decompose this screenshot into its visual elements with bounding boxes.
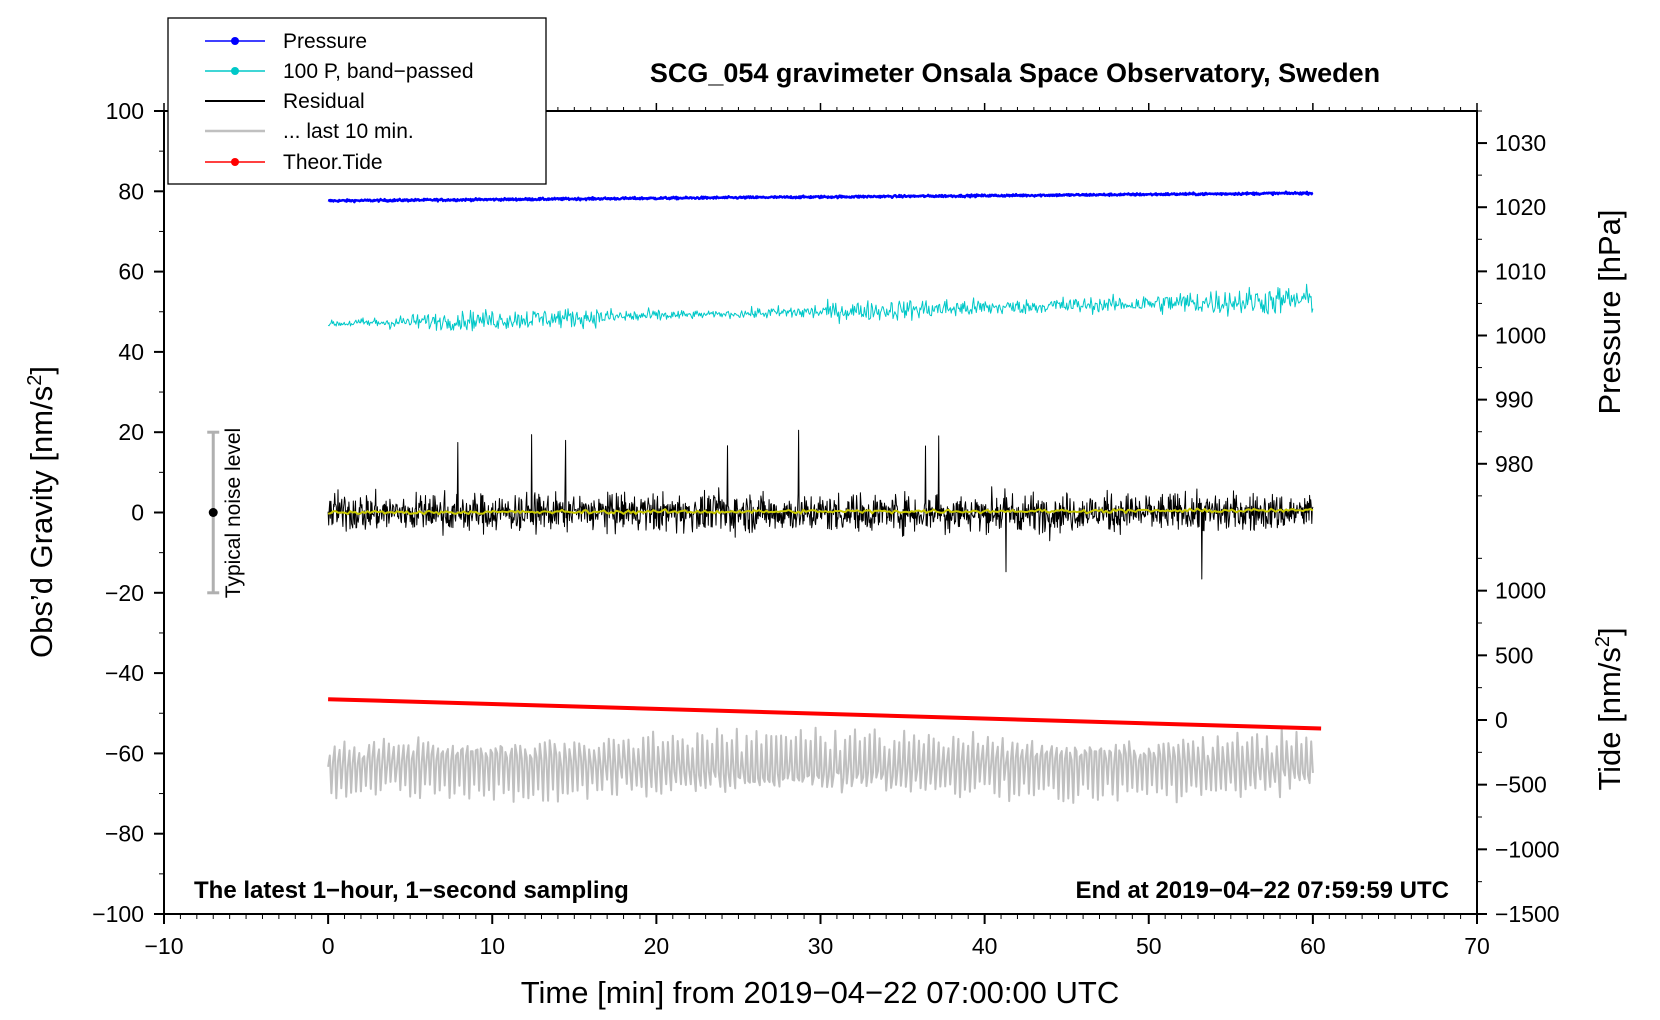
x-tick-label: −10 xyxy=(144,933,183,959)
y-axis-label-tide-base: Tide [nm/s xyxy=(1592,647,1627,791)
typical-noise-bar: Typical noise level xyxy=(207,428,245,598)
y-tick-label: −20 xyxy=(105,580,144,606)
legend-label-pressure: Pressure xyxy=(283,30,367,53)
pressure-tick-label: 1020 xyxy=(1495,194,1546,220)
series-theoretical-tide xyxy=(328,697,1322,731)
tide-tick-label: −1000 xyxy=(1495,836,1560,862)
y-axis-label-tide-sup: 2 xyxy=(1592,636,1614,647)
y-tick-label: −80 xyxy=(105,821,144,847)
y-tick-label: −40 xyxy=(105,660,144,686)
x-tick-label: 40 xyxy=(972,933,998,959)
series-layer xyxy=(327,190,1322,804)
legend-label-tide: Theor.Tide xyxy=(283,151,383,174)
y-tick-label: −60 xyxy=(105,740,144,766)
x-tick-label: 70 xyxy=(1464,933,1490,959)
pressure-tick-label: 990 xyxy=(1495,387,1533,413)
pressure-tick-label: 1000 xyxy=(1495,323,1546,349)
y-tick-label: 40 xyxy=(118,339,144,365)
tide-tick-label: −1500 xyxy=(1495,901,1560,927)
y-axis-label-gravity-base: Obs’d Gravity [nm/s xyxy=(24,386,59,658)
y-axis-label-tide: Tide [nm/s2] xyxy=(1592,627,1627,790)
x-axis-label: Time [min] from 2019−04−22 07:00:00 UTC xyxy=(521,975,1120,1010)
legend-dot-bandpassed xyxy=(231,67,239,75)
tide-tick-label: 1000 xyxy=(1495,578,1546,604)
series-pressure xyxy=(327,190,1314,204)
pressure-tick-label: 1010 xyxy=(1495,258,1546,284)
series-bandpassed-pressure xyxy=(327,283,1314,332)
pressure-tick-label: 980 xyxy=(1495,451,1533,477)
y-tick-label: −100 xyxy=(92,901,144,927)
y-tick-label: 0 xyxy=(131,500,144,526)
pressure-tick-label: 1030 xyxy=(1495,130,1546,156)
tide-tick-label: 500 xyxy=(1495,642,1533,668)
legend-entry-last10: ... last 10 min. xyxy=(205,120,414,143)
legend: Pressure 100 P, band−passed Residual ...… xyxy=(167,17,547,185)
legend-dot-tide xyxy=(231,158,239,166)
x-tick-label: 60 xyxy=(1300,933,1326,959)
x-tick-label: 0 xyxy=(322,933,335,959)
chart-title: SCG_054 gravimeter Onsala Space Observat… xyxy=(650,58,1380,88)
tick-labels: −10 0 10 20 30 40 50 60 70−100−80−60−40−20020406… xyxy=(92,98,1559,959)
y-axis-label-gravity-sup: 2 xyxy=(24,375,46,386)
x-tick-label: 30 xyxy=(808,933,834,959)
y-axis-label-pressure: Pressure [hPa] xyxy=(1592,209,1627,414)
tide-tick-label: −500 xyxy=(1495,772,1547,798)
annotation-bottom-left: The latest 1−hour, 1−second sampling xyxy=(194,877,629,904)
x-tick-label: 50 xyxy=(1136,933,1162,959)
y-tick-label: 80 xyxy=(118,178,144,204)
legend-entry-tide: Theor.Tide xyxy=(205,151,383,174)
legend-dot-pressure xyxy=(231,37,239,45)
y-tick-label: 100 xyxy=(106,98,144,124)
series-smoothed-residual xyxy=(327,507,1314,516)
legend-label-bandpassed: 100 P, band−passed xyxy=(283,60,474,83)
x-tick-label: 20 xyxy=(644,933,670,959)
legend-entry-bandpassed: 100 P, band−passed xyxy=(205,60,474,83)
y-axis-label-gravity-close: ] xyxy=(24,366,59,375)
y-axis-label-tide-close: ] xyxy=(1592,627,1627,636)
y-tick-label: 60 xyxy=(118,259,144,285)
tide-tick-label: 0 xyxy=(1495,707,1508,733)
annotation-bottom-right: End at 2019−04−22 07:59:59 UTC xyxy=(1075,877,1449,904)
legend-entry-residual: Residual xyxy=(205,90,365,113)
legend-label-residual: Residual xyxy=(283,90,365,113)
noise-bar-label: Typical noise level xyxy=(222,428,245,598)
y-axis-label-gravity: Obs’d Gravity [nm/s2] xyxy=(24,366,59,658)
x-tick-label: 10 xyxy=(479,933,505,959)
noise-bar-center xyxy=(208,508,218,517)
series-last-10-min xyxy=(327,726,1314,804)
series-residual xyxy=(327,429,1314,580)
legend-entry-pressure: Pressure xyxy=(205,30,367,53)
y-tick-label: 20 xyxy=(118,419,144,445)
legend-label-last10: ... last 10 min. xyxy=(283,120,414,143)
